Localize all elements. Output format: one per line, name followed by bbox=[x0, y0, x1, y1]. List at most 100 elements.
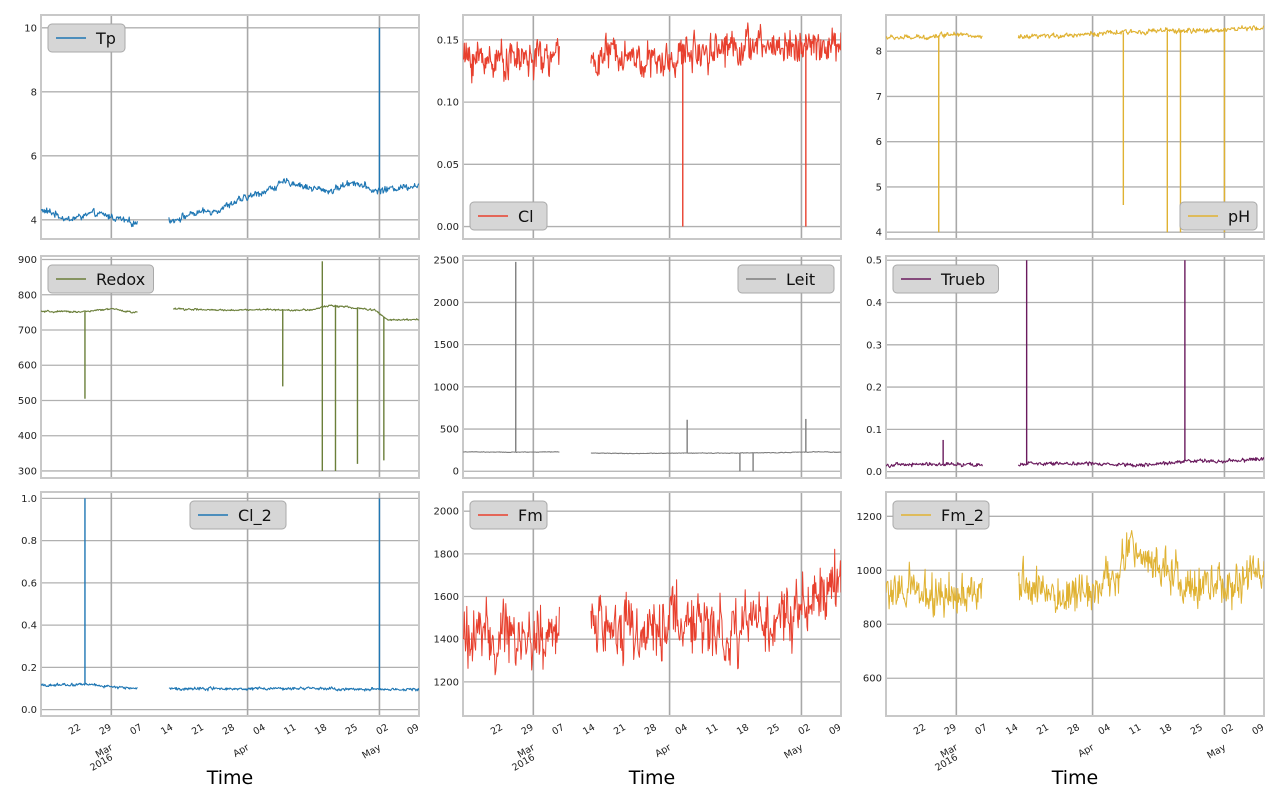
legend-label: Leit bbox=[786, 270, 815, 289]
x-tick-label: 11 bbox=[282, 722, 298, 738]
legend-label: Redox bbox=[96, 270, 145, 289]
plot-frame bbox=[462, 14, 842, 240]
y-tick-label: 0.05 bbox=[437, 160, 459, 171]
x-tick-label: 04 bbox=[1096, 722, 1112, 738]
y-tick-label: 1400 bbox=[434, 635, 459, 646]
series-line bbox=[41, 304, 419, 322]
y-tick-label: 7 bbox=[876, 92, 882, 103]
x-tick-label: 02 bbox=[375, 722, 391, 738]
x-tick-label: 07 bbox=[973, 722, 989, 738]
legend: Redox bbox=[47, 264, 154, 294]
y-tick-label: 1800 bbox=[434, 549, 459, 560]
x-tick-label: 14 bbox=[581, 722, 597, 738]
series-line bbox=[41, 177, 419, 228]
series-line bbox=[41, 682, 419, 692]
legend-label: Cl_2 bbox=[238, 506, 272, 526]
y-tick-label: 800 bbox=[18, 290, 37, 301]
plot-frame bbox=[462, 255, 842, 479]
y-tick-label: 1000 bbox=[857, 566, 882, 577]
plot-frame bbox=[885, 14, 1265, 240]
x-month-label: May bbox=[782, 742, 805, 762]
subplot-ph: 4 5 6 7 8 pH bbox=[876, 14, 1265, 240]
legend-label: Cl bbox=[518, 207, 534, 226]
y-tick-label: 0 bbox=[453, 467, 459, 478]
x-tick-label: 09 bbox=[827, 722, 843, 738]
legend: Cl bbox=[469, 201, 548, 231]
plot-frame bbox=[40, 255, 420, 479]
y-tick-label: 0.2 bbox=[866, 383, 882, 394]
x-month-label: Apr bbox=[231, 742, 251, 760]
x-tick-label: 21 bbox=[612, 722, 628, 738]
legend: Cl_2 bbox=[189, 500, 287, 530]
x-tick-label: 02 bbox=[797, 722, 813, 738]
legend-box bbox=[892, 264, 999, 294]
y-tick-label: 0.8 bbox=[21, 536, 37, 547]
x-tick-label: 29 bbox=[98, 722, 114, 738]
x-tick-label: 04 bbox=[251, 722, 267, 738]
y-tick-label: 10 bbox=[24, 23, 37, 34]
subplot-tp: 4 6 8 10 Tp bbox=[24, 14, 420, 240]
y-tick-label: 500 bbox=[18, 396, 37, 407]
y-tick-label: 8 bbox=[876, 47, 882, 58]
y-tick-label: 4 bbox=[876, 228, 882, 239]
y-tick-label: 0.15 bbox=[437, 35, 459, 46]
plot-frame bbox=[885, 255, 1265, 479]
x-tick-label: 28 bbox=[1066, 722, 1082, 738]
y-tick-label: 0.3 bbox=[866, 340, 882, 351]
legend-label: Fm bbox=[518, 506, 543, 525]
legend-box bbox=[469, 500, 548, 530]
series-line bbox=[886, 530, 1264, 618]
legend-label: Tp bbox=[95, 29, 116, 48]
plot-frame bbox=[462, 491, 842, 717]
legend-box bbox=[189, 500, 287, 530]
series-line bbox=[463, 548, 841, 676]
legend-label: Fm_2 bbox=[941, 506, 984, 526]
y-tick-label: 2500 bbox=[434, 256, 459, 267]
y-tick-label: 0.1 bbox=[866, 425, 882, 436]
x-tick-label: 09 bbox=[405, 722, 421, 738]
legend-box bbox=[47, 23, 126, 53]
y-tick-label: 1.0 bbox=[21, 494, 37, 505]
x-axis-label: Time bbox=[628, 767, 676, 789]
x-tick-label: 18 bbox=[1158, 722, 1174, 738]
x-month-label: May bbox=[1205, 742, 1228, 762]
x-tick-label: 09 bbox=[1250, 722, 1266, 738]
plot-frame bbox=[40, 491, 420, 717]
y-tick-label: 6 bbox=[876, 137, 882, 148]
x-tick-label: 11 bbox=[1127, 722, 1143, 738]
x-axis-label: Time bbox=[1051, 767, 1099, 789]
y-tick-label: 0.0 bbox=[21, 705, 37, 716]
y-tick-label: 300 bbox=[18, 466, 37, 477]
y-tick-label: 700 bbox=[18, 326, 37, 337]
subplot-trueb: 0.0 0.1 0.2 0.3 0.4 0.5 Trueb bbox=[866, 255, 1265, 479]
x-tick-label: 28 bbox=[221, 722, 237, 738]
x-tick-label: 29 bbox=[520, 722, 536, 738]
y-tick-label: 600 bbox=[863, 674, 882, 685]
y-tick-label: 0.2 bbox=[21, 663, 37, 674]
legend: Tp bbox=[47, 23, 126, 53]
y-tick-label: 8 bbox=[31, 87, 37, 98]
x-tick-label: 22 bbox=[912, 722, 928, 738]
y-tick-label: 0.10 bbox=[437, 98, 459, 109]
subplot-leit: 0 500 1000 1500 2000 2500 Leit bbox=[434, 255, 842, 479]
y-tick-label: 2000 bbox=[434, 507, 459, 518]
x-tick-label: 07 bbox=[550, 722, 566, 738]
x-tick-label: 18 bbox=[313, 722, 329, 738]
x-month-label: May bbox=[360, 742, 383, 762]
x-month-label: Apr bbox=[1076, 742, 1096, 760]
y-tick-label: 0.5 bbox=[866, 256, 882, 267]
legend-box bbox=[1179, 201, 1258, 231]
x-tick-label: 21 bbox=[1035, 722, 1051, 738]
y-tick-label: 1500 bbox=[434, 340, 459, 351]
legend: pH bbox=[1179, 201, 1258, 231]
x-tick-label: 28 bbox=[643, 722, 659, 738]
legend-box bbox=[47, 264, 154, 294]
y-tick-label: 0.6 bbox=[21, 578, 37, 589]
subplot-cl: 0.00 0.05 0.10 0.15 Cl bbox=[437, 14, 842, 240]
y-tick-label: 500 bbox=[440, 425, 459, 436]
x-tick-label: 11 bbox=[704, 722, 720, 738]
legend-box bbox=[469, 201, 548, 231]
series-line bbox=[886, 25, 1264, 41]
x-tick-label: 21 bbox=[190, 722, 206, 738]
